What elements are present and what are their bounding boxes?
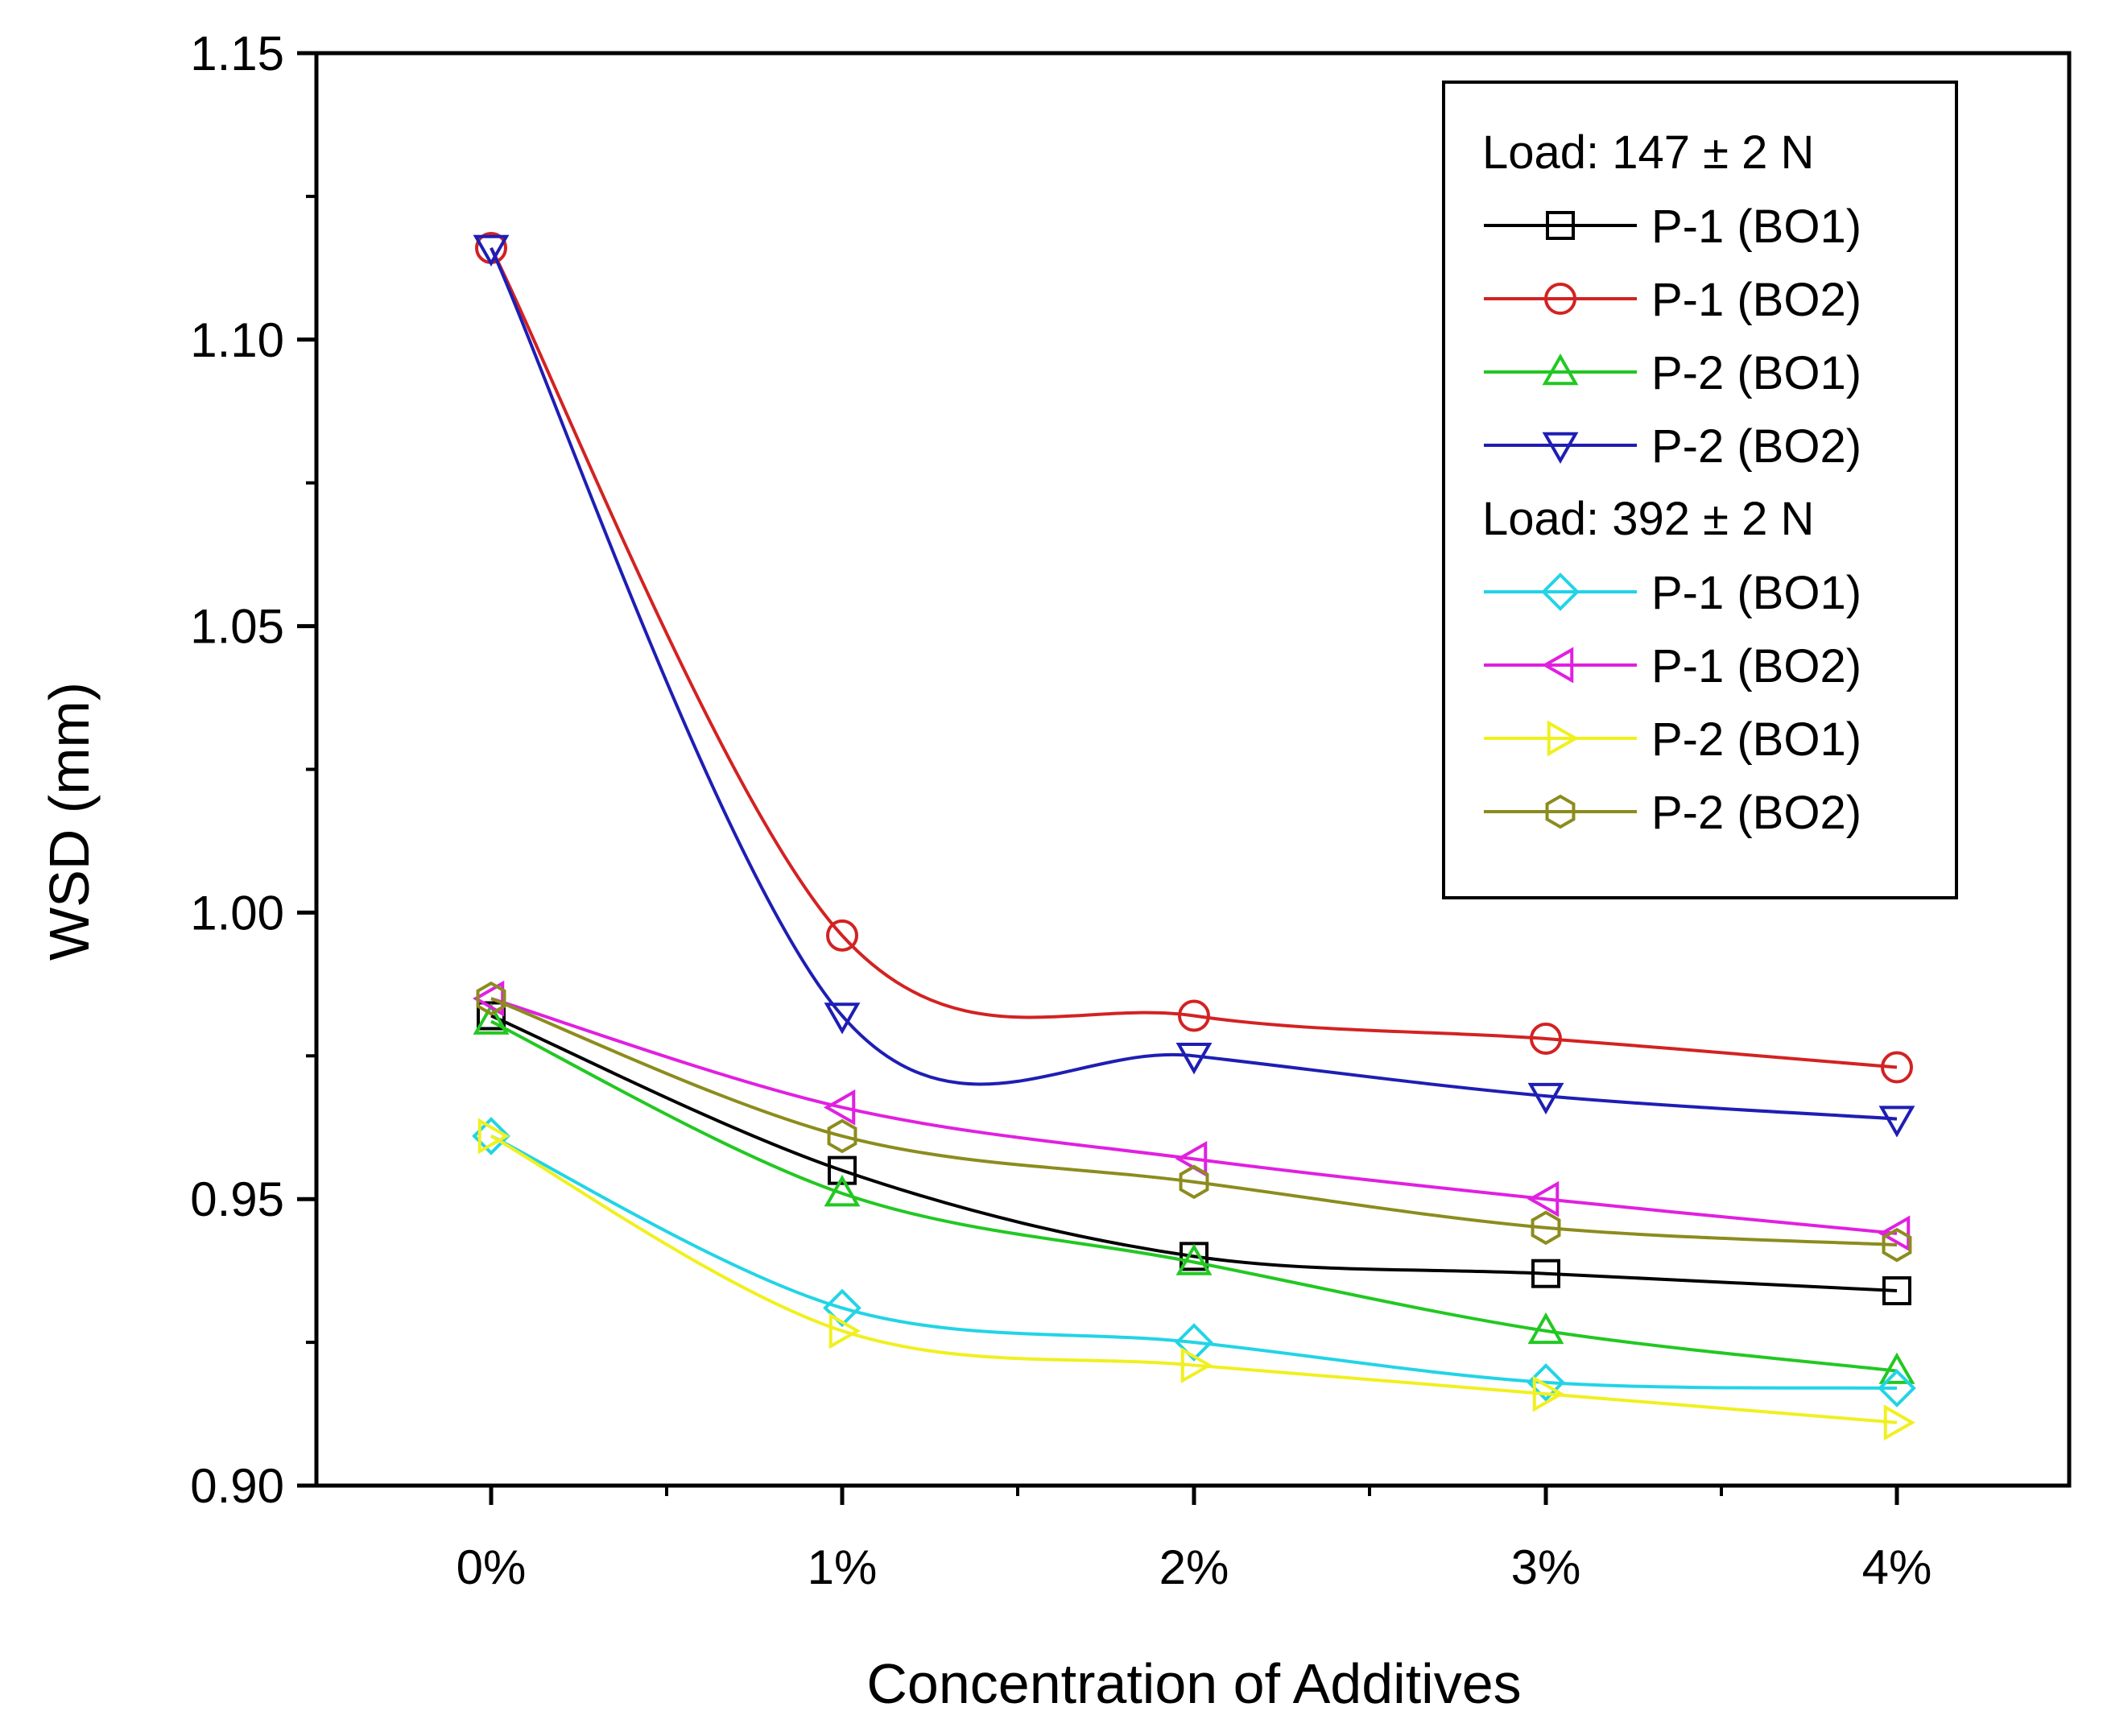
x-tick-label: 3% <box>1511 1540 1581 1594</box>
y-tick-label: 0.90 <box>190 1459 284 1513</box>
data-point <box>1531 1210 1561 1246</box>
data-point <box>828 1312 861 1350</box>
data-point <box>1527 1312 1564 1345</box>
data-point <box>1175 1243 1213 1275</box>
data-point <box>827 1118 857 1154</box>
series-line <box>490 997 1898 1247</box>
legend-label: P-2 (BO1) <box>1651 347 1861 399</box>
series-line <box>490 247 1898 1069</box>
legend-marker <box>1544 283 1576 315</box>
legend-marker <box>1547 720 1580 757</box>
data-point <box>1527 1082 1564 1115</box>
legend-item: P-1 (BO1) <box>1484 200 1861 253</box>
legend: Load: 147 ± 2 N P-1 (BO1) P-1 (BO2) P-2 (BO… <box>1442 81 1958 899</box>
legend-marker <box>1542 353 1579 386</box>
data-point <box>1527 1363 1565 1402</box>
series-3 <box>473 1002 1915 1384</box>
data-point <box>1878 1215 1911 1252</box>
data-point <box>1178 999 1210 1032</box>
data-point <box>824 1175 861 1207</box>
legend-marker <box>1541 572 1580 611</box>
data-point <box>477 1118 510 1155</box>
legend-item: P-2 (BO1) <box>1484 713 1861 766</box>
x-axis-title: Concentration of Additives <box>866 1652 1521 1715</box>
x-tick-label: 1% <box>808 1540 878 1594</box>
y-axis: 0.90 0.95 1.00 1.05 1.10 1.15 <box>190 27 316 1513</box>
legend-item: P-2 (BO2) <box>1484 787 1861 839</box>
data-point <box>1878 1369 1916 1407</box>
data-point <box>823 1089 856 1126</box>
legend-marker <box>1542 432 1579 465</box>
series-2 <box>475 231 1913 1084</box>
legend-box <box>1442 81 1958 899</box>
data-point <box>1532 1375 1565 1412</box>
x-tick-label: 4% <box>1862 1540 1932 1594</box>
data-point <box>1881 1051 1913 1084</box>
y-tick-label: 1.10 <box>190 313 284 367</box>
data-point <box>473 1002 510 1035</box>
legend-label: P-2 (BO2) <box>1651 420 1861 473</box>
y-tick-label: 1.05 <box>190 600 284 654</box>
data-point <box>826 919 858 952</box>
series-line <box>490 1014 1898 1293</box>
x-tick-label: 2% <box>1159 1540 1229 1594</box>
series-4 <box>473 234 1915 1138</box>
legend-heading: Load: 147 ± 2 N <box>1482 126 1814 179</box>
legend-label: P-1 (BO1) <box>1651 567 1861 619</box>
data-point <box>828 1155 857 1185</box>
data-point <box>1883 1404 1916 1441</box>
y-axis-title: WSD (mm) <box>38 682 101 961</box>
x-axis: 0% 1% 2% 3% 4% <box>457 1486 1932 1594</box>
data-point <box>1882 1227 1912 1263</box>
x-tick-label: 0% <box>457 1540 527 1594</box>
data-point <box>1175 1323 1213 1362</box>
data-point <box>1882 1276 1911 1306</box>
data-point <box>1175 1043 1213 1075</box>
series-line <box>490 247 1898 1121</box>
data-point <box>1180 1242 1209 1271</box>
series-line <box>490 1019 1898 1373</box>
legend-label: P-1 (BO2) <box>1651 274 1861 326</box>
data-point <box>823 1288 861 1328</box>
legend-item: P-1 (BO2) <box>1484 274 1861 326</box>
legend-heading: Load: 392 ± 2 N <box>1482 493 1814 545</box>
data-point <box>1878 1352 1915 1384</box>
data-point <box>1527 1180 1560 1217</box>
series-line <box>490 1135 1898 1424</box>
legend-item: P-1 (BO1) <box>1484 567 1861 619</box>
data-point <box>1180 1347 1213 1384</box>
series-layer <box>472 231 1916 1441</box>
data-point <box>473 234 510 267</box>
legend-marker <box>1545 794 1576 829</box>
data-point <box>1179 1164 1209 1200</box>
series-7 <box>477 1118 1916 1441</box>
legend-label: P-2 (BO2) <box>1651 787 1861 839</box>
legend-marker <box>1546 211 1575 240</box>
data-point <box>1878 1106 1915 1138</box>
y-tick-label: 1.15 <box>190 27 284 81</box>
legend-marker <box>1541 647 1574 684</box>
series-6 <box>472 980 1911 1252</box>
series-line <box>490 1135 1898 1391</box>
series-1 <box>477 1001 1911 1306</box>
legend-item: P-1 (BO2) <box>1484 640 1861 692</box>
data-point <box>1530 1022 1562 1055</box>
y-tick-label: 0.95 <box>190 1172 284 1226</box>
data-point <box>1531 1259 1560 1288</box>
data-point <box>824 1002 861 1035</box>
series-line <box>490 997 1898 1235</box>
legend-label: P-1 (BO1) <box>1651 200 1861 253</box>
data-point <box>476 981 506 1016</box>
y-tick-label: 1.00 <box>190 886 284 940</box>
series-8 <box>476 981 1912 1263</box>
legend-label: P-1 (BO2) <box>1651 640 1861 692</box>
data-point <box>472 980 505 1017</box>
legend-label: P-2 (BO1) <box>1651 713 1861 766</box>
legend-item: P-2 (BO1) <box>1484 347 1861 399</box>
legend-item: P-2 (BO2) <box>1484 420 1861 473</box>
